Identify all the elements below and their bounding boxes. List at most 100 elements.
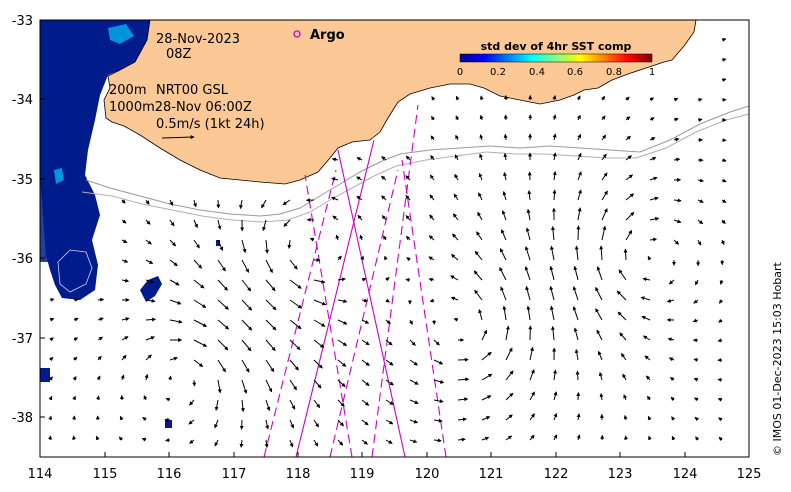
- current-vector-arrow: [217, 299, 229, 310]
- current-vector-arrow: [599, 392, 604, 401]
- current-vector-arrow: [214, 439, 219, 447]
- current-vector-arrow: [601, 225, 607, 241]
- current-vector-arrow: [550, 226, 555, 241]
- current-vector-arrow: [453, 317, 459, 322]
- current-vector-arrow: [718, 318, 723, 323]
- current-vector-arrow: [694, 416, 699, 422]
- current-vector-arrow: [381, 215, 387, 221]
- current-vector-arrow: [48, 415, 53, 421]
- current-vector-arrow: [576, 413, 581, 421]
- current-vector-arrow: [505, 435, 513, 441]
- current-vector-arrow: [193, 279, 205, 289]
- current-vector-arrow: [455, 134, 459, 141]
- current-vector-arrow: [692, 318, 699, 323]
- credit-text: © IMOS 01-Dec-2023 15:03 Hobart: [771, 261, 784, 456]
- current-vector-arrow: [666, 298, 675, 303]
- current-vector-arrow: [361, 399, 370, 406]
- current-vector-arrow: [529, 346, 534, 361]
- current-vector-arrow: [409, 439, 418, 444]
- current-vector-arrow: [192, 379, 197, 387]
- current-vector-arrow: [145, 298, 156, 303]
- argo-marker-icon: [293, 30, 301, 38]
- current-vector-arrow: [73, 337, 79, 342]
- current-vector-arrow: [429, 174, 435, 181]
- current-vector-arrow: [505, 325, 510, 341]
- current-vector-arrow: [385, 439, 393, 444]
- current-vector-arrow: [669, 377, 675, 382]
- y-tick-label: -38: [12, 411, 33, 426]
- current-vector-arrow: [524, 246, 531, 261]
- current-vector-arrow: [48, 376, 53, 381]
- current-vector-arrow: [647, 255, 652, 261]
- current-vector-arrow: [697, 219, 704, 225]
- x-tick-label: 116: [157, 467, 182, 482]
- current-vector-arrow: [721, 57, 727, 62]
- current-vector-arrow: [576, 95, 581, 101]
- current-vector-arrow: [620, 353, 627, 361]
- current-vector-arrow: [217, 359, 226, 373]
- current-vector-arrow: [289, 399, 296, 410]
- current-vector-arrow: [239, 439, 244, 448]
- x-tick-label: 119: [350, 467, 375, 482]
- current-vector-arrow: [142, 416, 147, 421]
- current-vector-arrow: [337, 339, 348, 347]
- current-vector-arrow: [473, 270, 483, 281]
- current-vector-arrow: [385, 319, 391, 325]
- current-vector-arrow: [289, 419, 294, 429]
- current-vector-arrow: [145, 219, 151, 225]
- current-vector-arrow: [239, 199, 243, 210]
- current-vector-arrow: [668, 357, 675, 362]
- current-vector-arrow: [717, 397, 723, 402]
- current-vector-arrow: [121, 336, 129, 341]
- current-vector-arrow: [457, 417, 467, 422]
- current-vector-arrow: [193, 359, 204, 368]
- current-vector-arrow: [405, 155, 411, 161]
- current-vector-arrow: [214, 399, 219, 411]
- current-vector-arrow: [49, 317, 55, 322]
- current-vector-arrow: [577, 207, 582, 221]
- current-vector-arrow: [577, 152, 582, 161]
- current-vector-arrow: [283, 219, 291, 227]
- current-vector-arrow: [289, 299, 302, 309]
- colorbar-tick: 0.2: [490, 67, 506, 78]
- current-vector-arrow: [121, 259, 129, 263]
- current-vector-arrow: [289, 339, 301, 351]
- current-vector-arrow: [553, 369, 557, 381]
- current-vector-arrow: [625, 211, 635, 221]
- current-vector-arrow: [49, 297, 55, 302]
- current-vector-arrow: [265, 339, 276, 352]
- current-vector-arrow: [573, 265, 579, 281]
- current-vector-arrow: [619, 332, 627, 341]
- current-vector-arrow: [241, 279, 252, 292]
- current-vector-arrow: [287, 239, 292, 249]
- current-vector-arrow: [428, 277, 435, 282]
- current-vector-arrow: [48, 395, 53, 401]
- current-vector-arrow: [625, 96, 630, 101]
- current-vector-arrow: [505, 347, 513, 361]
- current-vector-arrow: [193, 259, 203, 269]
- current-vector-arrow: [505, 414, 513, 421]
- current-vector-arrow: [552, 189, 557, 201]
- current-vector-arrow: [357, 214, 363, 221]
- current-vector-arrow: [574, 348, 579, 361]
- current-vector-arrow: [144, 373, 149, 381]
- current-vector-arrow: [385, 419, 394, 425]
- vector-scale-arrow: [161, 135, 195, 140]
- current-vector-arrow: [289, 359, 299, 371]
- y-tick-label: -37: [12, 332, 33, 347]
- current-vector-arrow: [668, 279, 675, 285]
- current-vector-arrow: [644, 355, 651, 361]
- current-vector-arrow: [503, 114, 508, 121]
- current-vector-arrow: [337, 277, 346, 282]
- current-vector-arrow: [697, 117, 703, 122]
- current-vector-arrow: [673, 137, 680, 142]
- current-vector-arrow: [553, 391, 558, 401]
- current-vector-arrow: [450, 254, 459, 261]
- current-vector-arrow: [553, 412, 558, 421]
- current-vector-arrow: [120, 374, 125, 381]
- current-vector-arrow: [647, 435, 652, 441]
- current-vector-arrow: [577, 114, 581, 121]
- current-vector-arrow: [625, 135, 632, 141]
- current-vector-arrow: [430, 135, 435, 141]
